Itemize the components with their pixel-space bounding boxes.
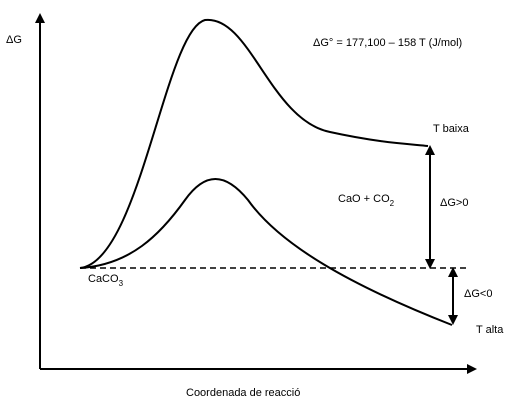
x-axis-label: Coordenada de reacció (186, 387, 300, 399)
products-base: CaO + CO (338, 193, 390, 205)
curve-low-temperature (79, 18, 429, 269)
products-label: CaO + CO2 (338, 193, 395, 208)
high-temperature-label: T alta (476, 324, 504, 336)
reactant-label: CaCO3 (88, 273, 124, 288)
delta-g-negative-label: ΔG<0 (464, 288, 492, 300)
curve-high-temperature (79, 178, 453, 326)
products-subscript: 2 (390, 199, 395, 208)
delta-g-positive-label: ΔG>0 (440, 197, 468, 209)
low-temperature-label: T baixa (433, 123, 470, 135)
equation-label: ΔG° = 177,100 – 158 T (J/mol) (313, 37, 462, 49)
y-axis-label: ΔG (6, 34, 22, 46)
reactant-base: CaCO (88, 273, 119, 285)
reactant-subscript: 3 (119, 279, 124, 288)
